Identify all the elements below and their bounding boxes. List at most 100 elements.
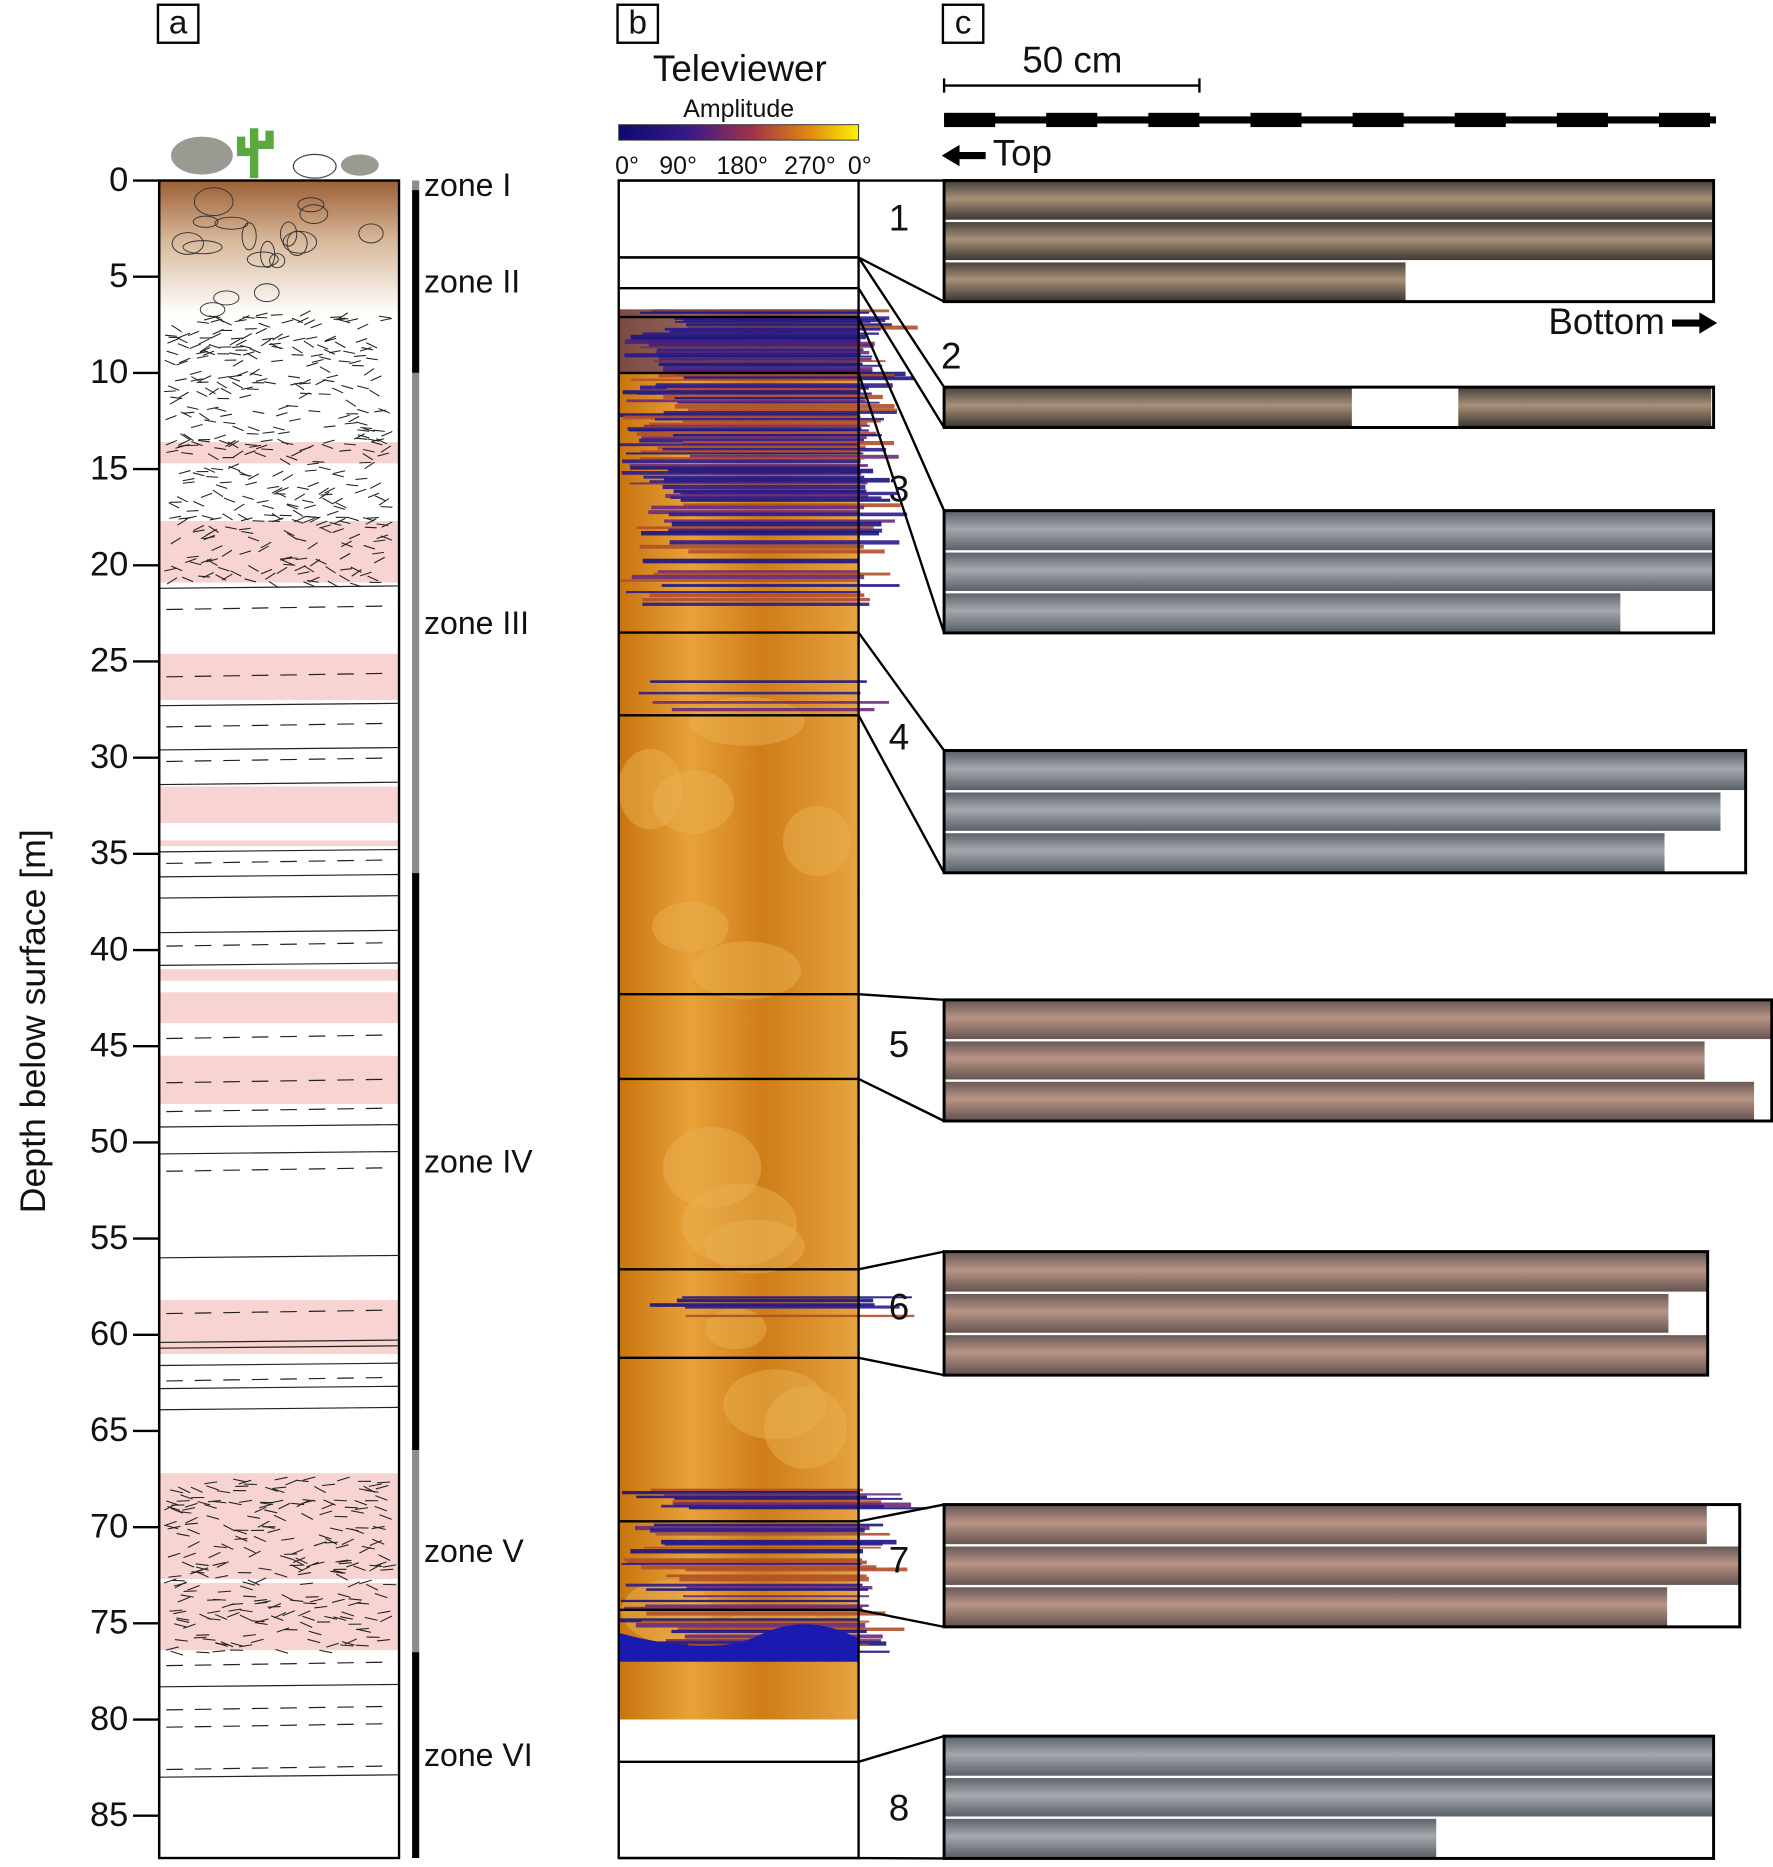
fracture-mark [324, 426, 336, 427]
fracture-mark [179, 471, 190, 474]
fracture-mark [335, 342, 345, 348]
fracture-mark [272, 513, 282, 519]
televiewer-blotch [618, 749, 683, 830]
fracture-mark [221, 388, 231, 394]
fracture-mark [366, 343, 377, 348]
fracture-mark [365, 527, 377, 528]
section-label: 2 [941, 335, 961, 376]
televiewer-stripe [626, 591, 861, 593]
televiewer-stripe [642, 598, 870, 601]
core-photo [945, 1335, 1706, 1374]
core-photo [945, 1737, 1712, 1775]
connector [859, 257, 945, 301]
fracture-mark [204, 420, 216, 422]
televiewer-stripe [644, 425, 870, 427]
televiewer-stripe [646, 1611, 885, 1615]
fracture-mark [205, 388, 215, 394]
pink-band [159, 1583, 399, 1650]
fracture-mark [206, 477, 218, 478]
fracture-mark [199, 339, 210, 344]
bed-line [159, 1255, 399, 1257]
fracture-mark [293, 338, 305, 340]
fracture-mark [356, 438, 368, 439]
televiewer-stripe [630, 1549, 863, 1553]
fracture-mark [304, 341, 314, 347]
bed-line [159, 930, 399, 932]
fracture-mark [217, 382, 227, 388]
zone-label: zone I [424, 167, 511, 203]
ruler-block [1046, 113, 1097, 127]
fracture-mark [312, 360, 324, 363]
fracture-mark [209, 388, 219, 395]
fracture-mark [271, 315, 283, 316]
fracture-mark [253, 411, 265, 413]
televiewer-blotch [764, 1387, 847, 1469]
fracture-mark [241, 334, 251, 340]
fracture-mark [308, 482, 319, 486]
fracture-mark [211, 319, 222, 322]
colorbar-tick-label: 90° [659, 152, 697, 180]
fracture-mark [170, 398, 180, 404]
fracture-mark [213, 330, 224, 335]
bed-line [159, 1684, 399, 1686]
fracture-mark [373, 430, 385, 431]
colorbar-tick-label: 180° [716, 152, 768, 180]
fracture-mark [324, 488, 335, 493]
connector [859, 1252, 945, 1270]
zone-bar [412, 1450, 419, 1652]
televiewer-stripe [688, 549, 884, 553]
fracture-mark [343, 351, 355, 353]
y-tick-label: 10 [90, 353, 128, 391]
y-tick-label: 35 [90, 834, 128, 872]
fracture-mark [233, 360, 243, 366]
fracture-mark [319, 394, 331, 395]
fracture-mark [165, 415, 176, 419]
fracture-mark [370, 483, 380, 489]
fracture-mark [347, 517, 358, 520]
core-photo [945, 1001, 1770, 1039]
fracture-mark [366, 358, 378, 360]
fracture-mark [165, 360, 176, 365]
bed-line [159, 782, 399, 784]
fracture-mark [316, 379, 327, 384]
televiewer-blotch [689, 697, 804, 746]
fracture-mark [273, 334, 283, 340]
bed-line [159, 1125, 399, 1127]
televiewer-stripe [673, 434, 882, 436]
pink-band [159, 1056, 399, 1104]
bed-line [159, 586, 399, 588]
fracture-mark [313, 462, 325, 463]
bed-line [159, 1407, 399, 1409]
panel-label: b [628, 5, 646, 42]
televiewer-stripe [643, 559, 859, 564]
dashed-bed [166, 1035, 394, 1039]
televiewer-stripe [639, 692, 861, 695]
fracture-mark [232, 346, 244, 347]
y-tick-label: 40 [90, 930, 128, 968]
televiewer-stripe [679, 1577, 868, 1582]
fracture-mark [256, 379, 268, 382]
core-photo [945, 388, 1352, 426]
core-photo [945, 833, 1664, 871]
bottom-label: Bottom [1548, 301, 1665, 342]
bed-line [159, 1386, 399, 1388]
fracture-mark [327, 511, 338, 515]
fracture-mark [278, 432, 290, 434]
fracture-mark [329, 351, 341, 353]
fracture-mark [212, 1651, 225, 1652]
dashed-bed [166, 1766, 394, 1770]
fracture-mark [168, 386, 179, 391]
core-photo [945, 792, 1720, 830]
televiewer-stripe [622, 459, 861, 463]
fracture-mark [248, 427, 259, 431]
colorbar-label: Amplitude [683, 95, 794, 123]
fracture-mark [198, 441, 210, 442]
connector [859, 1079, 945, 1121]
televiewer-stripe [654, 1524, 883, 1527]
televiewer-stripe [650, 1528, 865, 1532]
fracture-mark [276, 413, 287, 416]
fracture-mark [191, 424, 202, 427]
televiewer-stripe [630, 483, 868, 485]
fracture-mark [229, 353, 241, 355]
